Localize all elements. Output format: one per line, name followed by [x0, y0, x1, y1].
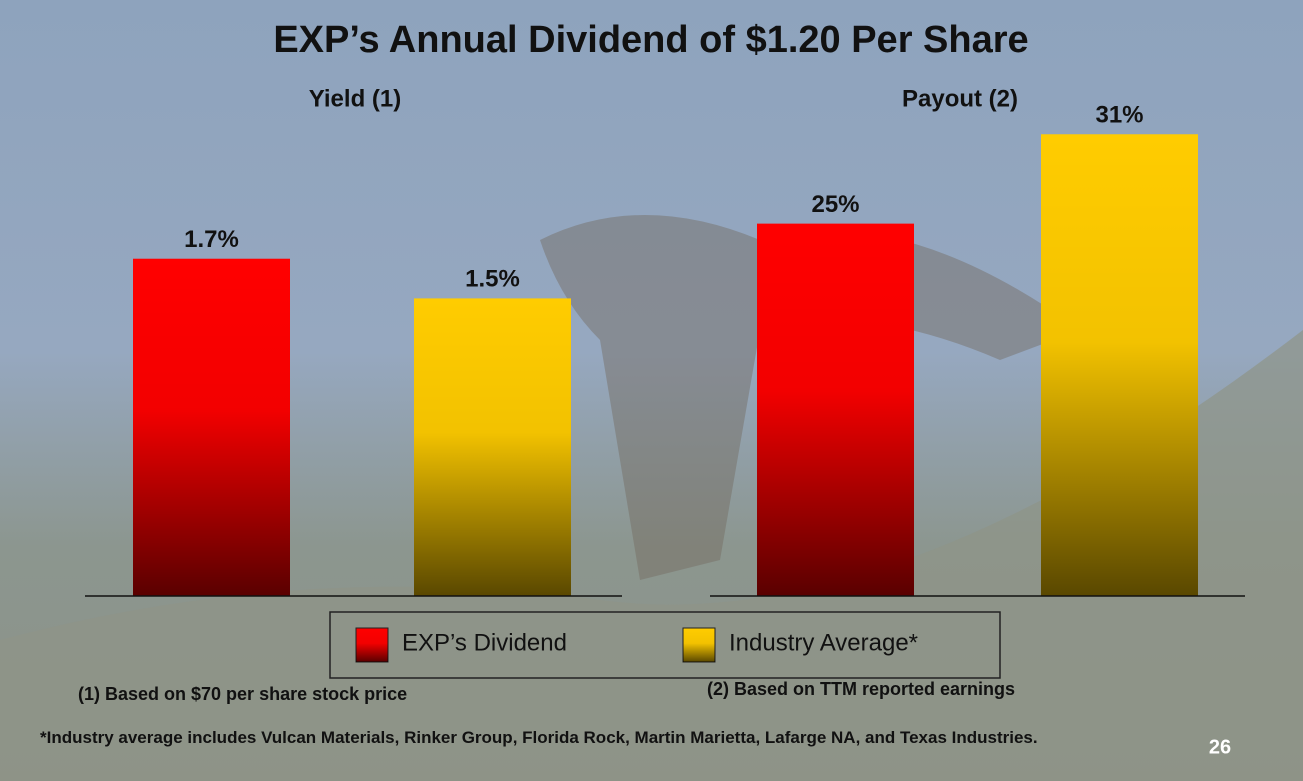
- value-label: 1.5%: [465, 266, 520, 293]
- eagle: [540, 215, 1080, 580]
- legend-swatch-shade: [683, 628, 715, 662]
- legend-swatch-shade: [356, 628, 388, 662]
- chart-title: Yield (1): [309, 85, 401, 112]
- legend-label: EXP’s Dividend: [402, 629, 567, 656]
- chart-footnote: (1) Based on $70 per share stock price: [78, 684, 407, 704]
- value-label: 25%: [811, 191, 859, 218]
- chart-title: Payout (2): [902, 85, 1018, 112]
- bar-shade: [757, 223, 914, 596]
- footnote: *Industry average includes Vulcan Materi…: [40, 728, 1038, 747]
- bar-shade: [133, 258, 290, 596]
- slide-title: EXP’s Annual Dividend of $1.20 Per Share: [273, 19, 1028, 61]
- chart-footnote: (2) Based on TTM reported earnings: [707, 679, 1015, 699]
- value-label: 31%: [1095, 102, 1143, 129]
- legend-box: [329, 611, 1001, 679]
- page-number: 26: [1209, 736, 1231, 758]
- value-label: 1.7%: [184, 226, 239, 253]
- footnote-box: *Industry average includes Vulcan Materi…: [40, 728, 1038, 747]
- legend-label: Industry Average*: [729, 629, 918, 656]
- bar-shade: [414, 298, 571, 596]
- mountain: [0, 330, 1303, 781]
- bar-shade: [1041, 134, 1198, 597]
